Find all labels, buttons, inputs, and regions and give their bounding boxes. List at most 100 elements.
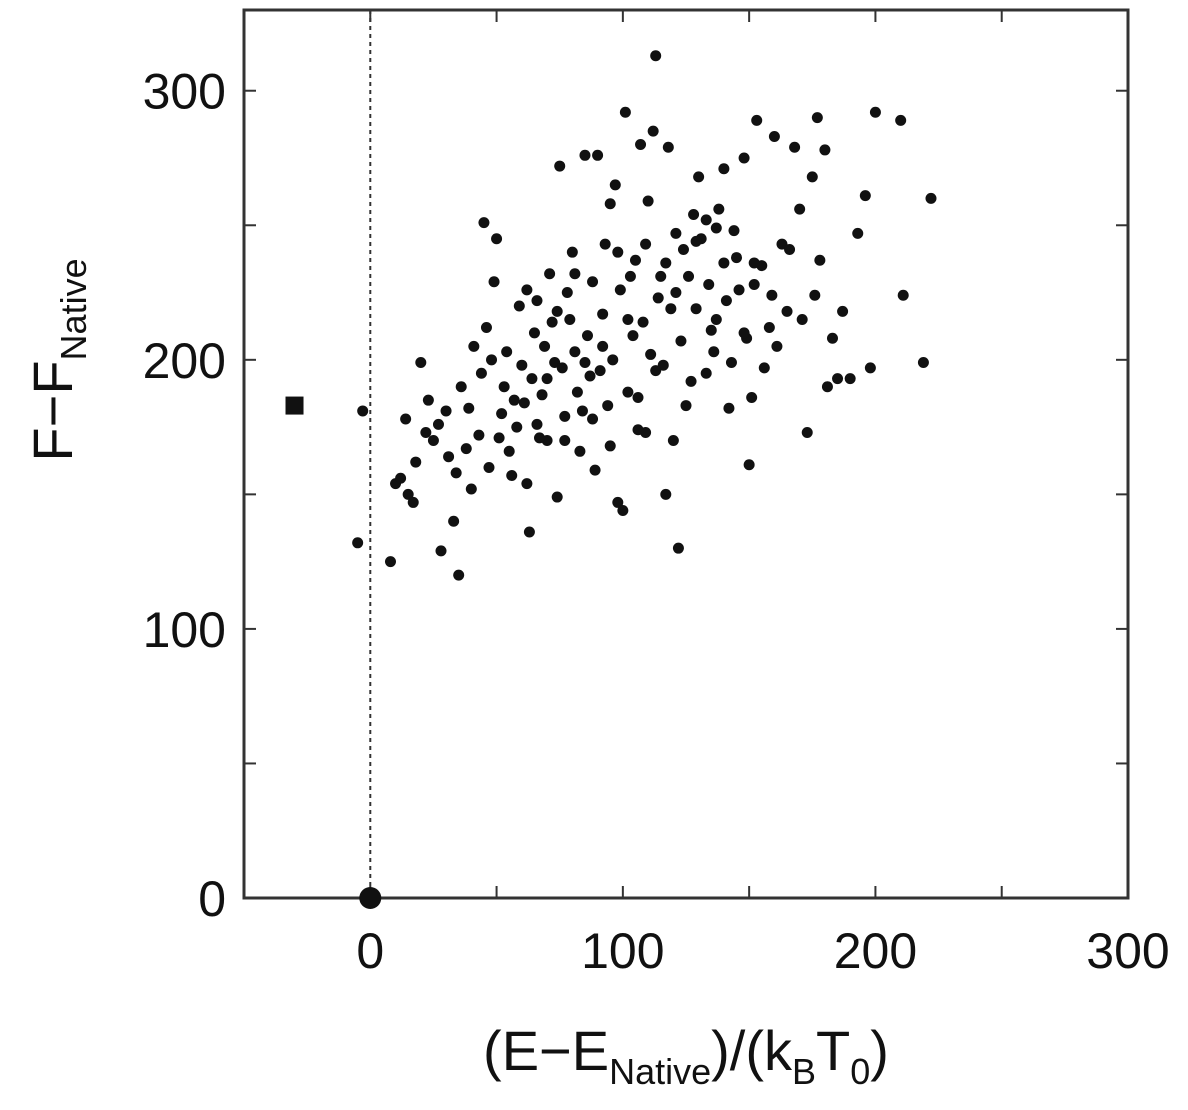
data-point	[579, 357, 591, 369]
data-point	[587, 276, 599, 288]
data-point	[728, 225, 740, 237]
x-tick-label: 300	[1086, 923, 1169, 979]
data-point	[443, 451, 455, 463]
data-point	[569, 346, 581, 358]
data-point	[688, 209, 700, 221]
y-tick-label: 0	[198, 871, 226, 927]
data-point	[581, 330, 593, 342]
data-point	[677, 243, 689, 255]
data-point	[604, 440, 616, 452]
data-point	[672, 542, 684, 554]
data-point	[917, 357, 929, 369]
data-point	[731, 252, 743, 264]
data-point	[400, 413, 412, 425]
y-tick-labels: 0 100 200 300	[143, 64, 226, 927]
data-point	[602, 400, 614, 412]
data-point	[491, 233, 503, 245]
data-point	[420, 426, 432, 438]
data-point	[821, 381, 833, 393]
data-point	[925, 192, 937, 204]
data-point	[475, 367, 487, 379]
data-point	[493, 432, 505, 444]
data-point	[450, 467, 462, 479]
data-point	[746, 391, 758, 403]
data-point	[629, 254, 641, 266]
data-point	[652, 292, 664, 304]
data-point	[622, 313, 634, 325]
data-point	[592, 149, 604, 161]
data-point	[713, 203, 725, 215]
data-point	[521, 284, 533, 296]
data-point	[622, 386, 634, 398]
y-tick-label: 200	[143, 333, 226, 389]
data-point	[718, 163, 730, 175]
data-point	[789, 141, 801, 153]
data-point	[619, 106, 631, 118]
data-point	[352, 537, 364, 549]
data-point	[506, 470, 518, 482]
data-point	[473, 429, 485, 441]
x-tick-label: 0	[356, 923, 384, 979]
data-point	[612, 496, 624, 508]
data-point	[806, 171, 818, 183]
data-point	[703, 278, 715, 290]
data-point	[748, 257, 760, 269]
data-point	[357, 405, 369, 417]
data-point	[415, 357, 427, 369]
data-point	[453, 569, 465, 581]
data-point	[627, 330, 639, 342]
data-point	[708, 346, 720, 358]
data-point	[655, 270, 667, 282]
data-point	[496, 408, 508, 420]
data-point	[680, 400, 692, 412]
data-point	[597, 340, 609, 352]
data-point	[796, 313, 808, 325]
data-point	[460, 443, 472, 455]
special-points	[285, 396, 382, 909]
data-point	[637, 316, 649, 328]
data-point	[844, 373, 856, 385]
data-point	[566, 246, 578, 258]
data-point	[811, 112, 823, 124]
data-point	[650, 50, 662, 62]
data-point	[511, 421, 523, 433]
data-point	[852, 227, 864, 239]
data-point	[614, 284, 626, 296]
data-point	[534, 432, 546, 444]
data-point	[897, 289, 909, 301]
data-point	[751, 114, 763, 126]
data-point	[579, 149, 591, 161]
data-point	[675, 335, 687, 347]
data-point	[743, 459, 755, 471]
data-point	[480, 322, 492, 334]
data-point	[561, 287, 573, 299]
data-point	[448, 515, 460, 527]
data-point	[468, 340, 480, 352]
data-point	[508, 394, 520, 406]
data-point	[498, 381, 510, 393]
data-point	[640, 238, 652, 250]
data-point	[559, 435, 571, 447]
data-point	[733, 284, 745, 296]
data-point	[503, 445, 515, 457]
data-point	[864, 362, 876, 374]
data-point	[584, 370, 596, 382]
data-point	[501, 346, 513, 358]
data-point	[528, 327, 540, 339]
data-point	[539, 340, 551, 352]
x-tick-labels: 0 100 200 300	[356, 923, 1169, 979]
data-point	[632, 391, 644, 403]
x-tick-label: 200	[834, 923, 917, 979]
data-point	[523, 526, 535, 538]
square-marker	[285, 396, 304, 415]
data-point	[486, 354, 498, 366]
axis-ticks	[243, 10, 1129, 899]
data-point	[612, 246, 624, 258]
data-point	[440, 405, 452, 417]
data-point	[531, 418, 543, 430]
data-point	[483, 461, 495, 473]
data-point	[794, 203, 806, 215]
data-point	[599, 238, 611, 250]
data-point	[609, 179, 621, 191]
data-point	[635, 139, 647, 151]
